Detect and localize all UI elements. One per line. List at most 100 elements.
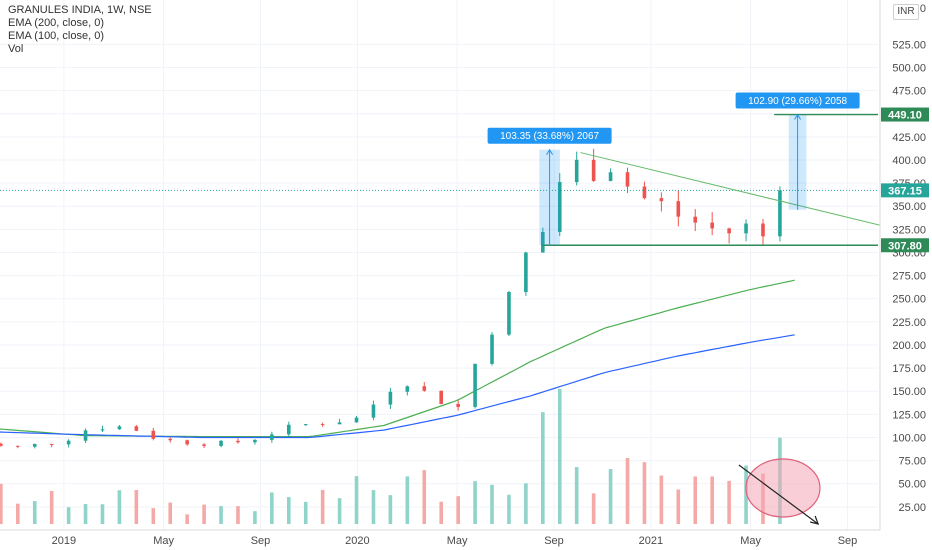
currency-badge[interactable]: INR xyxy=(893,4,919,20)
volume-bar xyxy=(473,481,477,524)
volume-bar xyxy=(693,476,698,524)
candle-body[interactable] xyxy=(185,440,189,445)
x-tick-label: 2019 xyxy=(52,535,76,547)
time-axis-bg xyxy=(0,530,880,550)
volume-bar xyxy=(710,476,714,524)
drawings[interactable]: 103.35 (33.68%) 2067 102.90 (29.66%) 2058 xyxy=(0,92,932,525)
volume-highlight-circle[interactable] xyxy=(745,458,821,518)
x-tick-label: May xyxy=(447,535,468,547)
volume-bar xyxy=(202,504,206,524)
volume-bar xyxy=(32,501,37,524)
candle-body[interactable] xyxy=(744,223,748,234)
y-tick-label: 500.00 xyxy=(892,62,926,74)
chart-legend: GRANULES INDIA, 1W, NSE EMA (200, close,… xyxy=(8,4,152,56)
arrow-head-icon xyxy=(794,113,802,120)
volume-bar xyxy=(507,494,511,524)
candle-body[interactable] xyxy=(354,417,359,423)
volume-bar xyxy=(0,483,3,524)
candle-body[interactable] xyxy=(557,182,562,232)
y-tick-label: 125.00 xyxy=(892,409,926,421)
candle-body[interactable] xyxy=(659,198,664,202)
candle-body[interactable] xyxy=(286,424,291,435)
x-tick-label: Sep xyxy=(251,535,271,547)
trend-line[interactable] xyxy=(580,152,932,276)
candle-body[interactable] xyxy=(507,292,511,335)
volume-bar xyxy=(66,507,71,524)
volume-bar xyxy=(625,457,630,524)
candle-body[interactable] xyxy=(320,424,325,426)
candle-body[interactable] xyxy=(591,159,596,181)
candle-body[interactable] xyxy=(253,439,257,443)
candle-body[interactable] xyxy=(727,228,731,234)
ema100-line[interactable] xyxy=(0,279,795,438)
candle-body[interactable] xyxy=(100,429,105,431)
measure-label-box xyxy=(735,92,860,109)
candle-body[interactable] xyxy=(16,445,20,447)
candle-body[interactable] xyxy=(83,430,88,441)
candle-body[interactable] xyxy=(439,390,444,404)
price-level-tag[interactable] xyxy=(881,238,929,253)
candle-body[interactable] xyxy=(32,443,37,447)
ema200-line[interactable] xyxy=(0,334,795,439)
candle-body[interactable] xyxy=(236,440,240,443)
volume-bar xyxy=(49,490,54,524)
candle-body[interactable] xyxy=(371,404,376,418)
y-tick-label: 250.00 xyxy=(892,294,926,306)
legend-volume[interactable]: Vol xyxy=(8,43,24,55)
x-tick-label: Sep xyxy=(544,535,564,547)
candle-body[interactable] xyxy=(0,443,3,446)
candle-body[interactable] xyxy=(117,426,122,430)
y-tick-label: 200.00 xyxy=(892,340,926,352)
candle-body[interactable] xyxy=(541,231,545,253)
candle-body[interactable] xyxy=(490,334,494,364)
candle-body[interactable] xyxy=(761,223,765,237)
candle-body[interactable] xyxy=(134,426,139,431)
legend-ema200[interactable]: EMA (200, close, 0) xyxy=(8,17,104,29)
candle-body[interactable] xyxy=(405,386,410,392)
candle-body[interactable] xyxy=(524,252,528,293)
measure-label-box xyxy=(487,127,612,144)
candle-body[interactable] xyxy=(422,386,427,391)
candle-body[interactable] xyxy=(642,186,647,199)
candle-body[interactable] xyxy=(49,443,54,445)
volume-trend-arrow[interactable] xyxy=(738,464,819,525)
volume-bar xyxy=(83,504,88,524)
candle-body[interactable] xyxy=(202,444,206,446)
candle-body[interactable] xyxy=(778,190,782,237)
candle-body[interactable] xyxy=(456,403,460,407)
symbol-title[interactable]: GRANULES INDIA, 1W, NSE xyxy=(8,4,152,16)
volume-bar xyxy=(642,462,647,524)
volume-bar xyxy=(574,467,579,524)
candle-body[interactable] xyxy=(337,422,342,425)
candle-body[interactable] xyxy=(625,172,630,187)
legend-ema100[interactable]: EMA (100, close, 0) xyxy=(8,30,104,42)
candle-body[interactable] xyxy=(168,438,173,441)
y-tick-label: 400.00 xyxy=(892,155,926,167)
candlesticks[interactable] xyxy=(0,148,782,449)
candle-body[interactable] xyxy=(151,430,156,439)
candle-body[interactable] xyxy=(676,201,681,217)
price-level-text: 367.15 xyxy=(888,185,922,197)
candle-body[interactable] xyxy=(66,440,71,445)
volume-bar xyxy=(490,484,494,524)
candle-body[interactable] xyxy=(710,222,714,229)
y-tick-label: 175.00 xyxy=(892,363,926,375)
candle-body[interactable] xyxy=(693,216,698,223)
candle-body[interactable] xyxy=(574,159,579,183)
y-tick-label: 475.00 xyxy=(892,86,926,98)
volume-bar xyxy=(236,506,240,524)
volume-bar xyxy=(608,469,613,524)
price-level-tag[interactable] xyxy=(881,183,929,198)
y-tick-label: 350.00 xyxy=(892,201,926,213)
price-level-tag[interactable] xyxy=(881,107,929,122)
candle-body[interactable] xyxy=(473,363,477,407)
candle-body[interactable] xyxy=(303,424,308,426)
candle-body[interactable] xyxy=(270,434,274,440)
candle-body[interactable] xyxy=(388,391,393,405)
y-tick-label: 50.00 xyxy=(898,479,926,491)
y-tick-label: 325.00 xyxy=(892,224,926,236)
y-tick-label: 100.00 xyxy=(892,432,926,444)
candle-body[interactable] xyxy=(608,172,613,181)
candle-body[interactable] xyxy=(219,440,223,446)
